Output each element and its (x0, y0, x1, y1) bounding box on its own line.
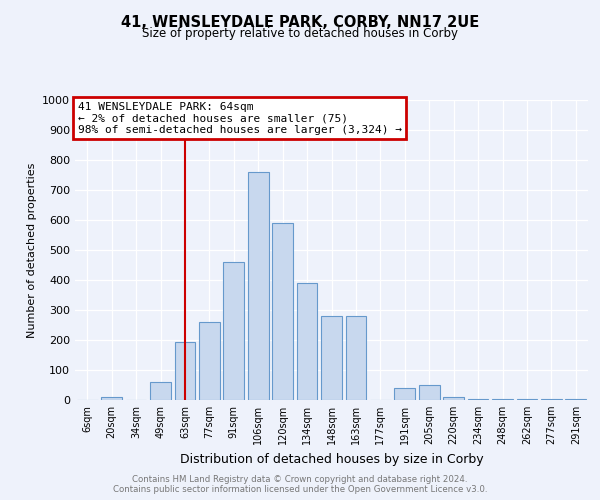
Bar (101, 397, 122, 400)
Bar (296, 283, 317, 400)
Bar (248, 172, 269, 400)
Bar (321, 316, 342, 400)
Text: Contains public sector information licensed under the Open Government Licence v3: Contains public sector information licen… (113, 485, 487, 494)
Bar (394, 388, 415, 400)
Text: Size of property relative to detached houses in Corby: Size of property relative to detached ho… (142, 28, 458, 40)
Text: 41 WENSLEYDALE PARK: 64sqm
← 2% of detached houses are smaller (75)
98% of semi-: 41 WENSLEYDALE PARK: 64sqm ← 2% of detac… (77, 102, 401, 134)
Bar (419, 385, 440, 400)
Bar (346, 316, 367, 400)
Bar (492, 398, 513, 400)
Bar (467, 398, 488, 400)
Bar (199, 322, 220, 400)
Y-axis label: Number of detached properties: Number of detached properties (26, 162, 37, 338)
Text: Contains HM Land Registry data © Crown copyright and database right 2024.: Contains HM Land Registry data © Crown c… (132, 475, 468, 484)
Bar (175, 342, 196, 400)
Bar (517, 398, 538, 400)
Bar (150, 382, 171, 400)
Bar (272, 223, 293, 400)
Bar (223, 262, 244, 400)
Text: 41, WENSLEYDALE PARK, CORBY, NN17 2UE: 41, WENSLEYDALE PARK, CORBY, NN17 2UE (121, 15, 479, 30)
Bar (541, 398, 562, 400)
Bar (443, 397, 464, 400)
Bar (565, 398, 586, 400)
X-axis label: Distribution of detached houses by size in Corby: Distribution of detached houses by size … (179, 452, 484, 466)
